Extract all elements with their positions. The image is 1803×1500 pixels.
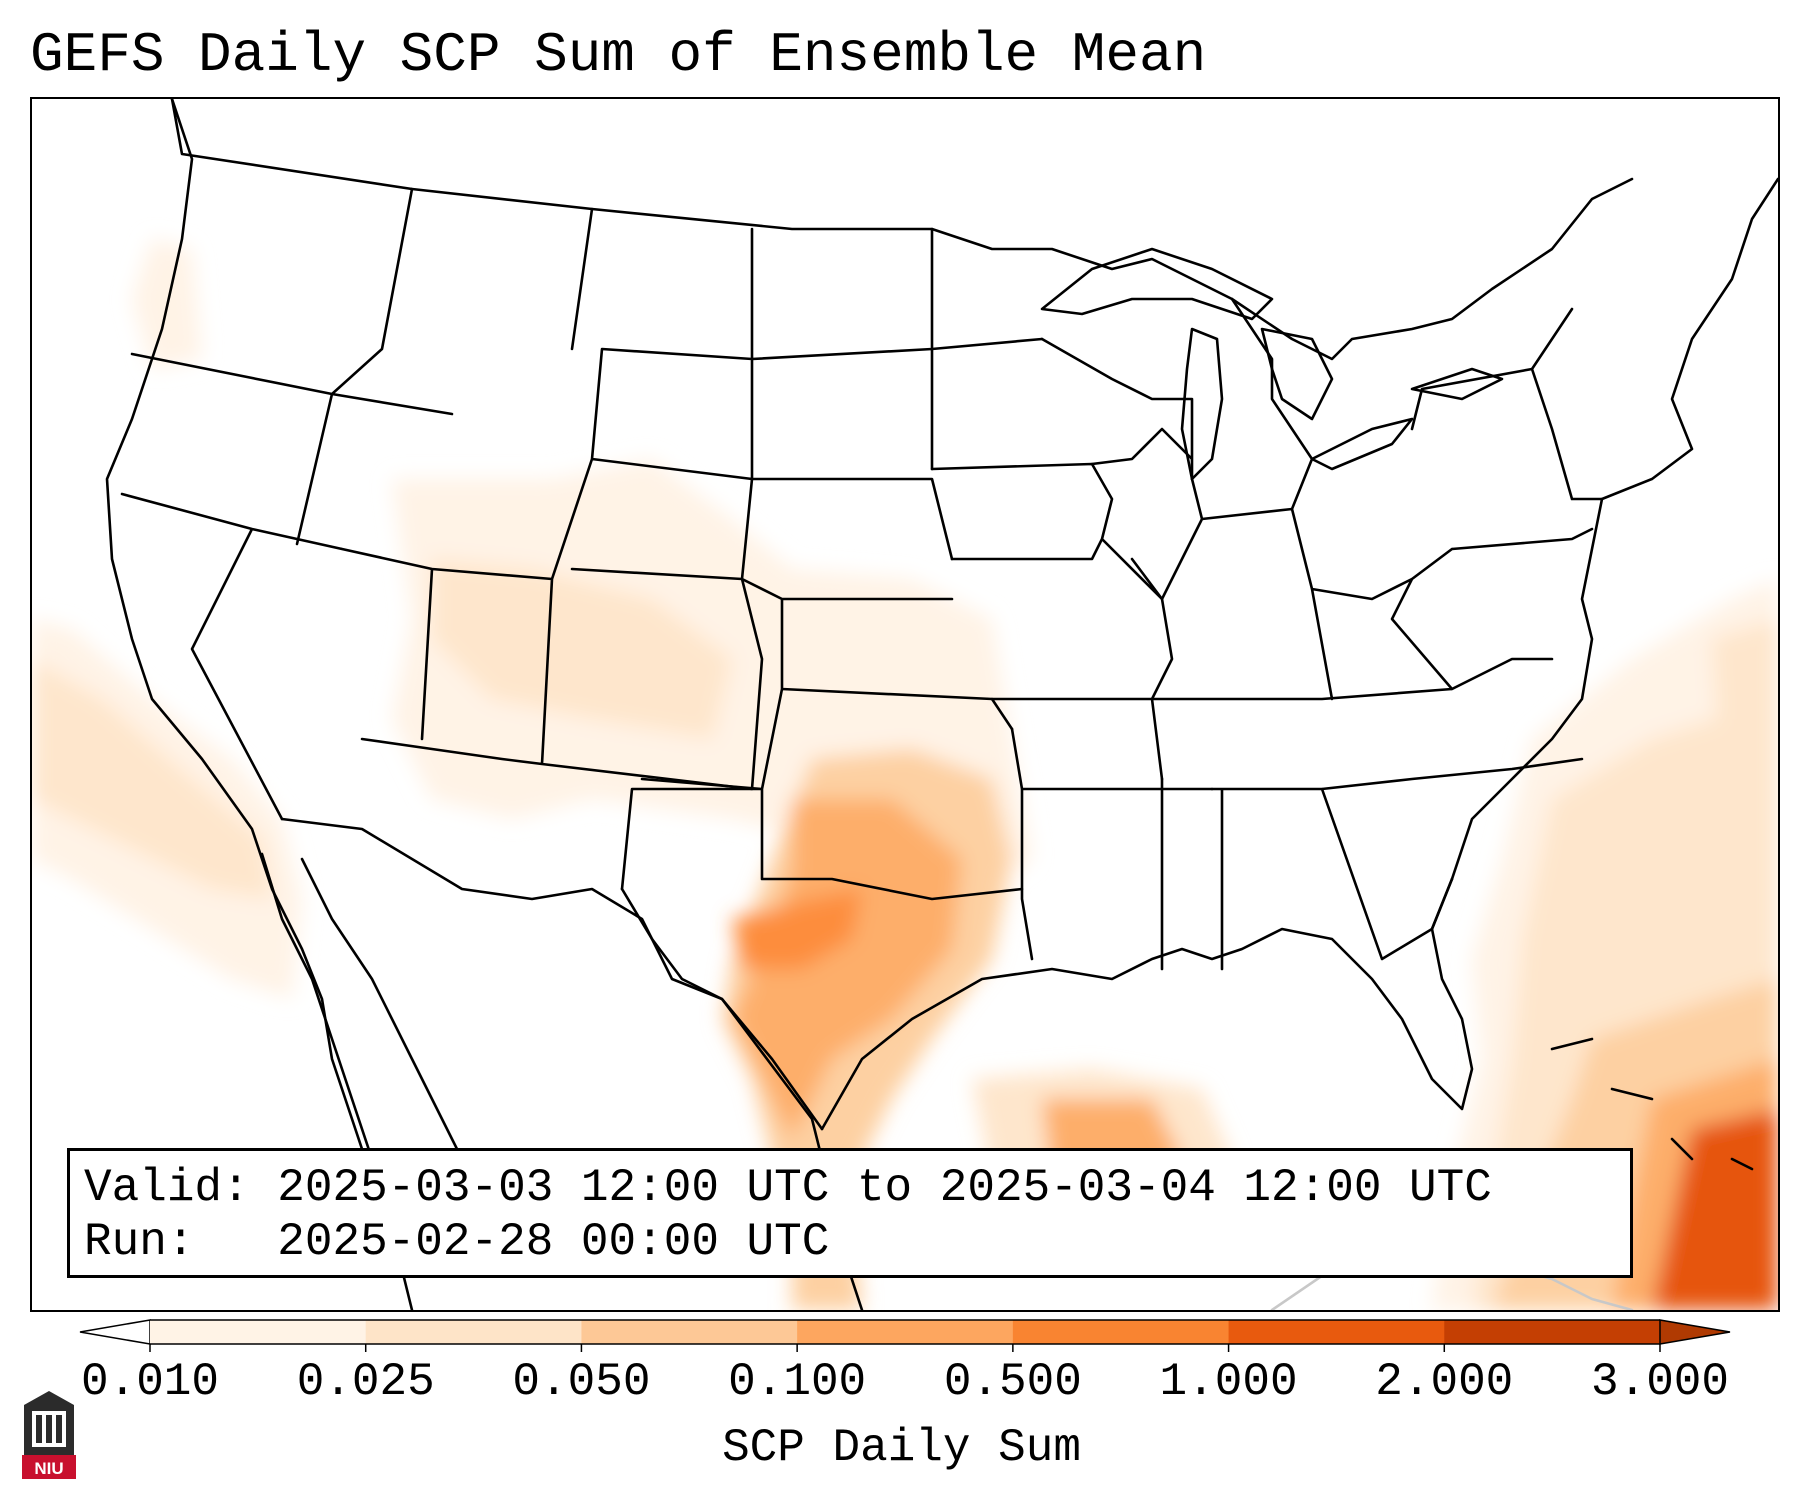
colorbar-segment bbox=[1444, 1320, 1661, 1344]
colorbar-segment bbox=[150, 1320, 367, 1344]
gulf-coastline bbox=[820, 877, 1474, 1131]
colorbar-segment bbox=[1012, 1320, 1230, 1344]
colorbar-tick-label: 0.025 bbox=[296, 1356, 435, 1408]
coastline-west bbox=[105, 99, 414, 1310]
colorbar-tick-label: 0.010 bbox=[80, 1356, 220, 1408]
colorbar-extend-high bbox=[1659, 1319, 1731, 1345]
scp-area-texas-core bbox=[732, 889, 862, 969]
colorbar-tick-label: 1.000 bbox=[1159, 1356, 1298, 1408]
colorbar-extend-low bbox=[79, 1319, 151, 1345]
niu-logo: NIU bbox=[22, 1391, 76, 1479]
state-lines-central bbox=[930, 337, 1214, 961]
page-title: GEFS Daily SCP Sum of Ensemble Mean bbox=[30, 23, 1207, 87]
colorbar-tick-labels: 0.010 0.025 0.050 0.100 0.500 1.000 2.000 3.000 bbox=[0, 1355, 1803, 1415]
map-canvas bbox=[32, 99, 1778, 1310]
canada-border bbox=[170, 99, 1634, 361]
colorbar-tick-label: 2.000 bbox=[1375, 1356, 1514, 1408]
lake-superior bbox=[1040, 247, 1274, 321]
run-time: 2025-02-28 00:00 UTC bbox=[277, 1216, 830, 1268]
colorbar-segment bbox=[365, 1320, 582, 1344]
colorbar-segment bbox=[1228, 1320, 1445, 1344]
run-label: Run: bbox=[84, 1216, 195, 1268]
colorbar-segment bbox=[797, 1320, 1014, 1344]
lake-michigan bbox=[1180, 327, 1224, 481]
state-lines-east bbox=[1150, 307, 1604, 971]
lake-ontario bbox=[1410, 367, 1504, 401]
state-lines-north bbox=[1040, 297, 1314, 481]
us-mexico-border bbox=[280, 817, 824, 1131]
scp-area-northeast-offshore bbox=[1712, 619, 1778, 799]
atlantic-coastline bbox=[1450, 177, 1778, 881]
scp-area-colorado bbox=[432, 559, 732, 739]
colorbar-tick-label: 3.000 bbox=[1590, 1356, 1730, 1408]
valid-label: Valid: bbox=[84, 1162, 250, 1214]
state-lines-west bbox=[120, 187, 764, 821]
colorbar-tick-label: 0.050 bbox=[512, 1356, 651, 1408]
colorbar bbox=[79, 1319, 1731, 1352]
scp-area-caribbean-core bbox=[1652, 1109, 1778, 1310]
colorbar-outline bbox=[150, 1319, 1660, 1345]
valid-time-range: 2025-03-03 12:00 UTC to 2025-03-04 12:00… bbox=[277, 1162, 1492, 1214]
scp-area-texas bbox=[732, 799, 962, 1139]
colorbar-label: SCP Daily Sum bbox=[722, 1422, 1081, 1474]
lake-erie bbox=[1310, 417, 1414, 471]
boundaries bbox=[105, 99, 1778, 1310]
valid-line: Valid: 2025-03-03 12:00 UTC to 2025-03-0… bbox=[84, 1161, 1630, 1215]
map-panel bbox=[30, 97, 1780, 1312]
scp-area-west-coast-inner bbox=[32, 659, 272, 899]
valid-run-info-box: Valid: 2025-03-03 12:00 UTC to 2025-03-0… bbox=[67, 1148, 1633, 1278]
colorbar-segment bbox=[581, 1320, 798, 1344]
run-line: Run: 2025-02-28 00:00 UTC bbox=[84, 1215, 1630, 1269]
bahamas bbox=[1550, 1037, 1754, 1171]
niu-logo-text: NIU bbox=[34, 1459, 63, 1478]
colorbar-tick-label: 0.500 bbox=[943, 1356, 1082, 1408]
colorbar-tick-label: 0.100 bbox=[728, 1356, 867, 1408]
